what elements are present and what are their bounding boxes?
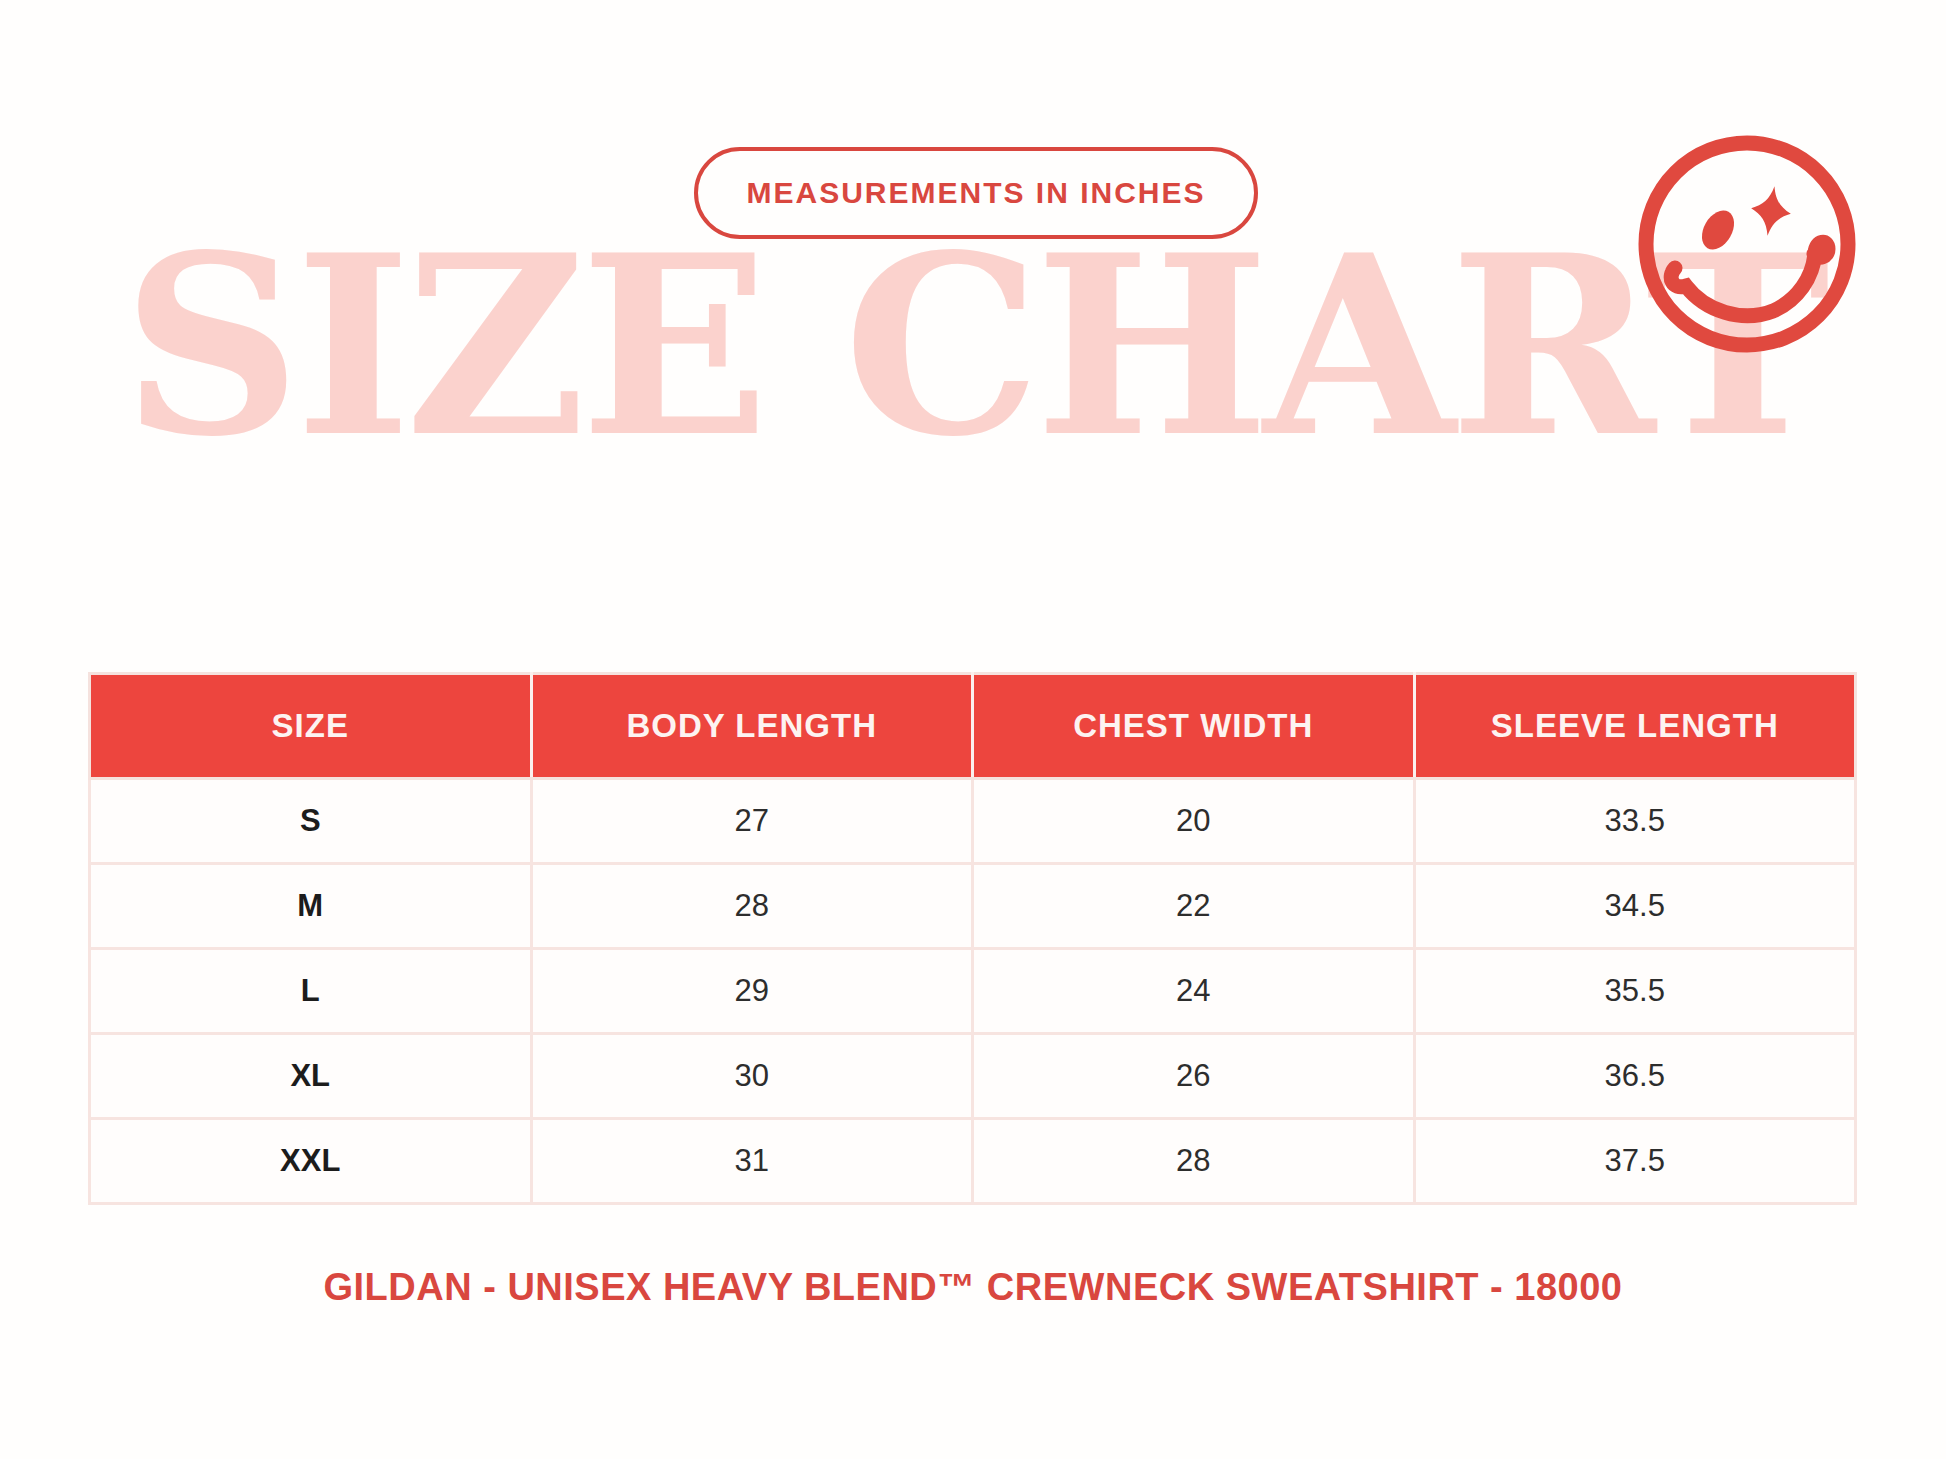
body-length-value: 28 bbox=[531, 864, 973, 949]
winking-smiley-icon bbox=[1638, 135, 1856, 353]
body-length-value: 30 bbox=[531, 1034, 973, 1119]
size-label: XXL bbox=[90, 1119, 532, 1204]
chest-width-value: 20 bbox=[973, 779, 1415, 864]
table-row-xl: XL 30 26 36.5 bbox=[90, 1034, 1856, 1119]
measurements-badge-label: MEASUREMENTS IN INCHES bbox=[746, 176, 1205, 210]
chest-width-value: 26 bbox=[973, 1034, 1415, 1119]
sleeve-length-value: 35.5 bbox=[1414, 949, 1856, 1034]
table-row-xxl: XXL 31 28 37.5 bbox=[90, 1119, 1856, 1204]
size-label: XL bbox=[90, 1034, 532, 1119]
col-header-chest-width: CHEST WIDTH bbox=[973, 674, 1415, 779]
body-length-value: 29 bbox=[531, 949, 973, 1034]
sleeve-length-value: 33.5 bbox=[1414, 779, 1856, 864]
chest-width-value: 28 bbox=[973, 1119, 1415, 1204]
product-name: GILDAN - UNISEX HEAVY BLEND™ CREWNECK SW… bbox=[0, 1266, 1946, 1309]
col-header-size: SIZE bbox=[90, 674, 532, 779]
chest-width-value: 24 bbox=[973, 949, 1415, 1034]
table-row-l: L 29 24 35.5 bbox=[90, 949, 1856, 1034]
sleeve-length-value: 36.5 bbox=[1414, 1034, 1856, 1119]
size-label: L bbox=[90, 949, 532, 1034]
table-header-row: SIZE BODY LENGTH CHEST WIDTH SLEEVE LENG… bbox=[90, 674, 1856, 779]
size-label: M bbox=[90, 864, 532, 949]
size-chart-page: MEASUREMENTS IN INCHES SIZE CHART SIZE B… bbox=[0, 0, 1946, 1459]
table-row-s: S 27 20 33.5 bbox=[90, 779, 1856, 864]
col-header-sleeve-length: SLEEVE LENGTH bbox=[1414, 674, 1856, 779]
body-length-value: 31 bbox=[531, 1119, 973, 1204]
chest-width-value: 22 bbox=[973, 864, 1415, 949]
sleeve-length-value: 34.5 bbox=[1414, 864, 1856, 949]
table-row-m: M 28 22 34.5 bbox=[90, 864, 1856, 949]
sleeve-length-value: 37.5 bbox=[1414, 1119, 1856, 1204]
measurements-badge: MEASUREMENTS IN INCHES bbox=[694, 147, 1258, 239]
col-header-body-length: BODY LENGTH bbox=[531, 674, 973, 779]
size-label: S bbox=[90, 779, 532, 864]
body-length-value: 27 bbox=[531, 779, 973, 864]
size-table: SIZE BODY LENGTH CHEST WIDTH SLEEVE LENG… bbox=[88, 672, 1857, 1205]
